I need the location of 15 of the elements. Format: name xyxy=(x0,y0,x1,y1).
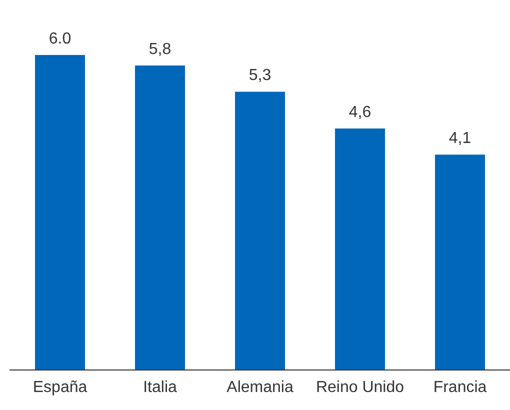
x-tick-label: Francia xyxy=(433,378,487,396)
bar xyxy=(135,65,185,370)
bar xyxy=(235,92,285,370)
x-tick-label: Reino Unido xyxy=(316,378,404,396)
data-label: 4,1 xyxy=(448,130,472,148)
x-tick-label: Italia xyxy=(143,378,177,396)
x-tick-label: Alemania xyxy=(226,378,294,396)
data-label: 5,8 xyxy=(148,40,172,58)
data-label: 6.0 xyxy=(48,30,72,48)
data-label: 5,3 xyxy=(248,67,272,84)
bar xyxy=(35,55,85,370)
bar xyxy=(335,128,385,370)
bar xyxy=(435,154,485,370)
x-tick-label: España xyxy=(32,378,88,396)
data-label: 4,6 xyxy=(348,104,372,121)
